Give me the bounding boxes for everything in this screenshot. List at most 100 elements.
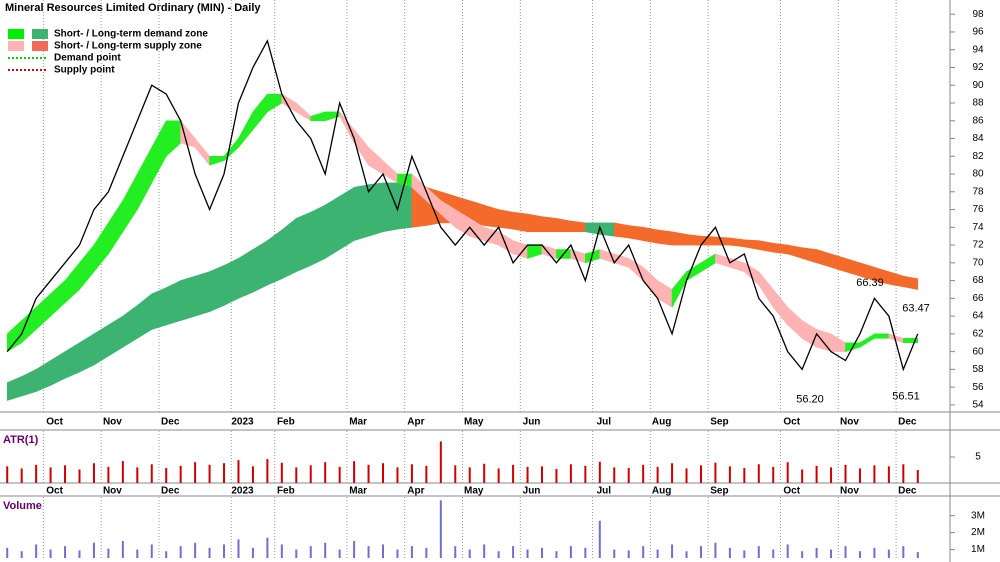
y-tick-label: 76 <box>972 204 984 215</box>
bar <box>324 462 327 483</box>
x-tick-label: Dec <box>161 417 180 428</box>
bar <box>598 520 601 558</box>
x-tick-label: Dec <box>161 486 180 497</box>
bar <box>425 547 428 558</box>
bar <box>830 549 833 558</box>
y-tick-label: 64 <box>972 311 984 322</box>
bar <box>671 544 674 558</box>
bar <box>540 466 543 483</box>
x-tick-label: Oct <box>46 486 63 497</box>
x-tick-label: Sep <box>710 486 728 497</box>
bar <box>728 547 731 558</box>
zone-band <box>772 242 788 255</box>
zone-band <box>397 182 413 230</box>
panel-title: Volume <box>3 500 42 512</box>
bar <box>107 548 110 558</box>
legend-swatch <box>8 41 24 51</box>
bar <box>569 546 572 558</box>
x-tick-label: Oct <box>46 417 63 428</box>
bar <box>107 466 110 483</box>
bar <box>613 549 616 558</box>
zone-band <box>252 240 268 293</box>
bar <box>64 546 67 558</box>
legend-label: Demand point <box>54 53 121 64</box>
x-tick-label: Jun <box>523 417 541 428</box>
bar <box>757 546 760 558</box>
bar <box>165 467 168 483</box>
zone-band <box>570 220 586 233</box>
bar <box>801 469 804 483</box>
zone-band <box>310 204 326 266</box>
bar <box>382 463 385 483</box>
zone-band <box>165 280 181 326</box>
bar <box>338 466 341 483</box>
zone-band <box>527 213 543 233</box>
legend-swatch <box>32 29 48 39</box>
bar <box>208 547 211 558</box>
bar <box>353 461 356 483</box>
bar <box>49 549 52 558</box>
bar <box>266 537 269 558</box>
bar <box>902 464 905 483</box>
bar <box>728 466 731 483</box>
zone-band <box>671 231 687 246</box>
bar <box>251 547 254 558</box>
bar <box>714 542 717 558</box>
bar <box>237 539 240 558</box>
legend-label: Short- / Long-term supply zone <box>54 41 202 52</box>
bar <box>916 552 919 558</box>
bar <box>324 542 327 558</box>
bar <box>642 464 645 483</box>
bar <box>136 549 139 558</box>
bar <box>179 465 182 483</box>
y-tick-label: 84 <box>972 133 984 144</box>
bar <box>439 441 442 483</box>
zone-band <box>223 257 239 306</box>
bar <box>35 464 38 483</box>
y-tick-label: 78 <box>972 186 984 197</box>
x-tick-label: Jul <box>597 417 612 428</box>
y-tick-label: 92 <box>972 62 984 73</box>
y-tick-label: 58 <box>972 364 984 375</box>
x-tick-label: Aug <box>652 486 671 497</box>
bar <box>916 470 919 483</box>
x-tick-label: Oct <box>783 417 800 428</box>
bar <box>815 465 818 483</box>
zone-band <box>700 235 716 246</box>
bar <box>497 468 500 483</box>
bar <box>584 465 587 483</box>
bar <box>121 541 124 558</box>
bar <box>266 459 269 483</box>
zone-band <box>628 225 644 241</box>
bar <box>627 467 630 483</box>
bar <box>887 549 890 558</box>
legend-swatch <box>32 41 48 51</box>
y-tick-label: 1M <box>971 544 985 555</box>
bar <box>526 549 529 558</box>
bar <box>656 549 659 558</box>
x-tick-label: Jun <box>523 486 541 497</box>
zone-band <box>295 211 312 273</box>
bar <box>772 549 775 558</box>
bar <box>20 468 23 483</box>
y-tick-label: 54 <box>972 400 984 411</box>
zone-band <box>556 218 572 233</box>
chart-title: Mineral Resources Limited Ordinary (MIN)… <box>5 2 261 14</box>
bar <box>887 466 890 483</box>
legend-swatch <box>8 29 24 39</box>
y-tick-label: 98 <box>972 9 984 20</box>
zone-band <box>339 186 355 251</box>
bar <box>78 550 81 558</box>
zone-band <box>642 226 658 244</box>
y-tick-label: 96 <box>972 27 984 38</box>
bar <box>671 463 674 483</box>
bar <box>555 468 558 483</box>
bar <box>280 462 283 483</box>
bar <box>6 547 9 558</box>
bar <box>699 546 702 558</box>
bar <box>656 466 659 483</box>
zone-band <box>238 248 254 299</box>
zone-band <box>353 184 369 242</box>
bar <box>295 467 298 483</box>
